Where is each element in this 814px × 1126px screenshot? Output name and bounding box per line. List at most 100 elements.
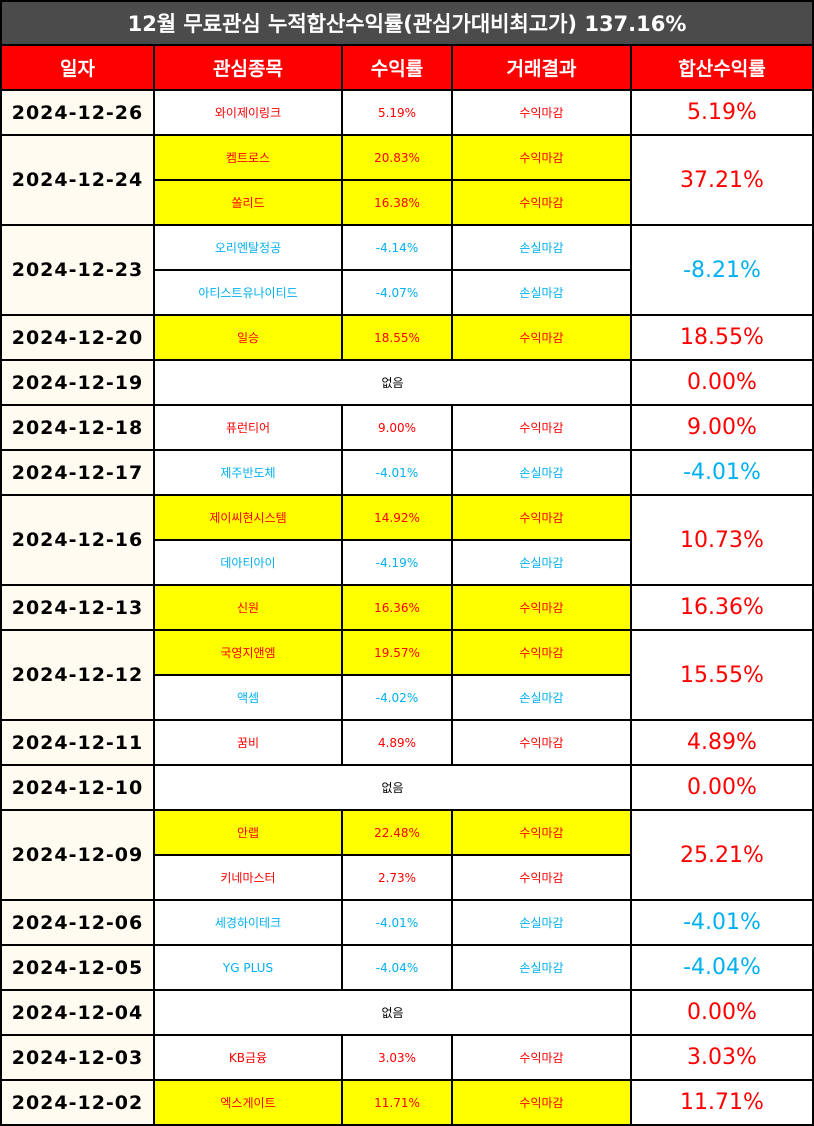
total-return-cell: 3.03% xyxy=(632,1036,812,1079)
rate-cell: -4.01% xyxy=(343,451,451,494)
date-cell: 2024-12-24 xyxy=(2,136,153,224)
total-return-cell: 16.36% xyxy=(632,586,812,629)
stock-name-cell: KB금융 xyxy=(155,1036,341,1079)
stock-name-cell: 오리엔탈정공 xyxy=(155,226,341,269)
result-cell: 수익마감 xyxy=(453,181,630,224)
stock-name-cell: 쏠리드 xyxy=(155,181,341,224)
result-cell: 손실마감 xyxy=(453,271,630,314)
rate-cell: -4.19% xyxy=(343,541,451,584)
total-return-cell: 4.89% xyxy=(632,721,812,764)
rate-cell: 3.03% xyxy=(343,1036,451,1079)
stock-name-cell: 키네마스터 xyxy=(155,856,341,899)
total-return-cell: 37.21% xyxy=(632,136,812,224)
result-cell: 수익마감 xyxy=(453,496,630,539)
rate-cell: 4.89% xyxy=(343,721,451,764)
date-cell: 2024-12-04 xyxy=(2,991,153,1034)
result-cell: 수익마감 xyxy=(453,406,630,449)
no-pick-cell: 없음 xyxy=(155,766,630,809)
total-return-cell: 5.19% xyxy=(632,91,812,134)
rate-cell: 20.83% xyxy=(343,136,451,179)
stock-name-cell: 꿈비 xyxy=(155,721,341,764)
rate-cell: -4.14% xyxy=(343,226,451,269)
rate-cell: 5.19% xyxy=(343,91,451,134)
header-date: 일자 xyxy=(2,46,153,89)
total-return-cell: 15.55% xyxy=(632,631,812,719)
rate-cell: -4.01% xyxy=(343,901,451,944)
total-return-cell: 9.00% xyxy=(632,406,812,449)
result-cell: 손실마감 xyxy=(453,901,630,944)
total-return-cell: 11.71% xyxy=(632,1081,812,1124)
rate-cell: 19.57% xyxy=(343,631,451,674)
stock-name-cell: 퓨런티어 xyxy=(155,406,341,449)
result-cell: 수익마감 xyxy=(453,316,630,359)
rate-cell: 18.55% xyxy=(343,316,451,359)
date-cell: 2024-12-16 xyxy=(2,496,153,584)
header-stock: 관심종목 xyxy=(155,46,341,89)
total-return-cell: 18.55% xyxy=(632,316,812,359)
result-cell: 수익마감 xyxy=(453,721,630,764)
rate-cell: 16.36% xyxy=(343,586,451,629)
date-cell: 2024-12-12 xyxy=(2,631,153,719)
total-return-cell: -8.21% xyxy=(632,226,812,314)
date-cell: 2024-12-10 xyxy=(2,766,153,809)
result-cell: 손실마감 xyxy=(453,451,630,494)
date-cell: 2024-12-20 xyxy=(2,316,153,359)
rate-cell: 16.38% xyxy=(343,181,451,224)
rate-cell: 14.92% xyxy=(343,496,451,539)
rate-cell: 22.48% xyxy=(343,811,451,854)
date-cell: 2024-12-17 xyxy=(2,451,153,494)
result-cell: 손실마감 xyxy=(453,676,630,719)
stock-name-cell: 일승 xyxy=(155,316,341,359)
stock-name-cell: 액셈 xyxy=(155,676,341,719)
total-return-cell: -4.01% xyxy=(632,451,812,494)
stock-name-cell: 제이씨현시스템 xyxy=(155,496,341,539)
no-pick-cell: 없음 xyxy=(155,991,630,1034)
total-return-cell: 0.00% xyxy=(632,361,812,404)
result-cell: 수익마감 xyxy=(453,856,630,899)
total-return-cell: 10.73% xyxy=(632,496,812,584)
result-cell: 손실마감 xyxy=(453,226,630,269)
page-title: 12월 무료관심 누적합산수익률(관심가대비최고가) 137.16% xyxy=(2,2,812,44)
date-cell: 2024-12-18 xyxy=(2,406,153,449)
date-cell: 2024-12-13 xyxy=(2,586,153,629)
rate-cell: -4.02% xyxy=(343,676,451,719)
no-pick-cell: 없음 xyxy=(155,361,630,404)
result-cell: 수익마감 xyxy=(453,91,630,134)
result-cell: 수익마감 xyxy=(453,586,630,629)
result-cell: 수익마감 xyxy=(453,811,630,854)
result-cell: 손실마감 xyxy=(453,946,630,989)
total-return-cell: 25.21% xyxy=(632,811,812,899)
rate-cell: -4.07% xyxy=(343,271,451,314)
rate-cell: -4.04% xyxy=(343,946,451,989)
stock-name-cell: 데아티아이 xyxy=(155,541,341,584)
date-cell: 2024-12-03 xyxy=(2,1036,153,1079)
result-cell: 손실마감 xyxy=(453,541,630,584)
header-rate: 수익률 xyxy=(343,46,451,89)
result-cell: 수익마감 xyxy=(453,136,630,179)
date-cell: 2024-12-05 xyxy=(2,946,153,989)
stock-name-cell: 안랩 xyxy=(155,811,341,854)
rate-cell: 11.71% xyxy=(343,1081,451,1124)
result-cell: 수익마감 xyxy=(453,1036,630,1079)
stock-name-cell: 켐트로스 xyxy=(155,136,341,179)
stock-name-cell: 와이제이링크 xyxy=(155,91,341,134)
total-return-cell: 0.00% xyxy=(632,991,812,1034)
header-total: 합산수익률 xyxy=(632,46,812,89)
date-cell: 2024-12-26 xyxy=(2,91,153,134)
stock-name-cell: 신원 xyxy=(155,586,341,629)
stock-name-cell: 엑스게이트 xyxy=(155,1081,341,1124)
date-cell: 2024-12-06 xyxy=(2,901,153,944)
rate-cell: 9.00% xyxy=(343,406,451,449)
date-cell: 2024-12-11 xyxy=(2,721,153,764)
date-cell: 2024-12-23 xyxy=(2,226,153,314)
total-return-cell: -4.04% xyxy=(632,946,812,989)
stock-name-cell: 제주반도체 xyxy=(155,451,341,494)
stock-name-cell: YG PLUS xyxy=(155,946,341,989)
header-result: 거래결과 xyxy=(453,46,630,89)
date-cell: 2024-12-19 xyxy=(2,361,153,404)
date-cell: 2024-12-02 xyxy=(2,1081,153,1124)
date-cell: 2024-12-09 xyxy=(2,811,153,899)
stock-name-cell: 국영지앤엠 xyxy=(155,631,341,674)
total-return-cell: 0.00% xyxy=(632,766,812,809)
